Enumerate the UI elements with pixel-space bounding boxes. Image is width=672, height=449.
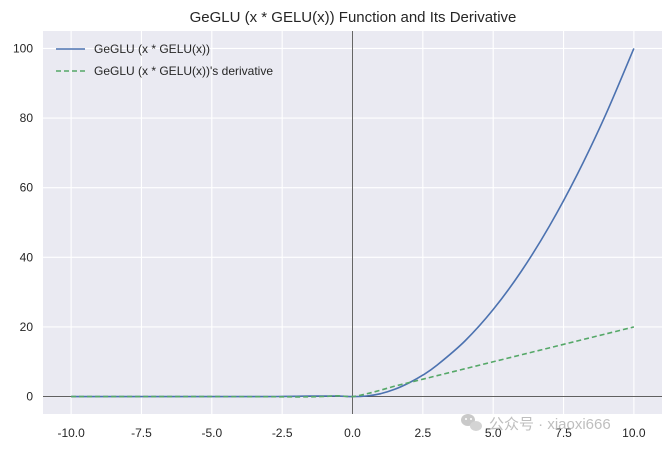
legend-label-derivative: GeGLU (x * GELU(x))'s derivative <box>94 64 273 78</box>
x-tick-label: -2.5 <box>272 426 293 440</box>
wechat-icon <box>461 414 482 431</box>
y-tick-labels: 0 20 40 60 80 100 <box>13 41 33 403</box>
x-tick-label: -5.0 <box>201 426 222 440</box>
watermark: 公众号 · xiaoxi666 <box>461 414 611 433</box>
x-tick-label: -7.5 <box>131 426 152 440</box>
y-tick-label: 100 <box>13 41 33 55</box>
x-tick-label: -10.0 <box>57 426 85 440</box>
watermark-text: 公众号 · xiaoxi666 <box>489 416 611 433</box>
x-tick-label: 2.5 <box>414 426 431 440</box>
x-tick-label: 5.0 <box>485 426 502 440</box>
series-layer <box>71 48 635 398</box>
y-tick-label: 20 <box>20 320 34 334</box>
x-tick-label: 10.0 <box>622 426 646 440</box>
y-tick-label: 80 <box>20 111 34 125</box>
legend: GeGLU (x * GELU(x)) GeGLU (x * GELU(x))'… <box>56 42 273 78</box>
x-tick-label: 0.0 <box>344 426 361 440</box>
series-line-derivative <box>71 326 635 398</box>
y-tick-label: 40 <box>20 250 34 264</box>
x-tick-labels: -10.0 -7.5 -5.0 -2.5 0.0 2.5 5.0 7.5 10.0 <box>57 426 645 440</box>
x-tick-label: 7.5 <box>555 426 572 440</box>
legend-label-geglu: GeGLU (x * GELU(x)) <box>94 42 210 56</box>
y-tick-label: 0 <box>26 390 33 404</box>
chart-title: GeGLU (x * GELU(x)) Function and Its Der… <box>190 9 517 26</box>
y-tick-label: 60 <box>20 181 34 195</box>
